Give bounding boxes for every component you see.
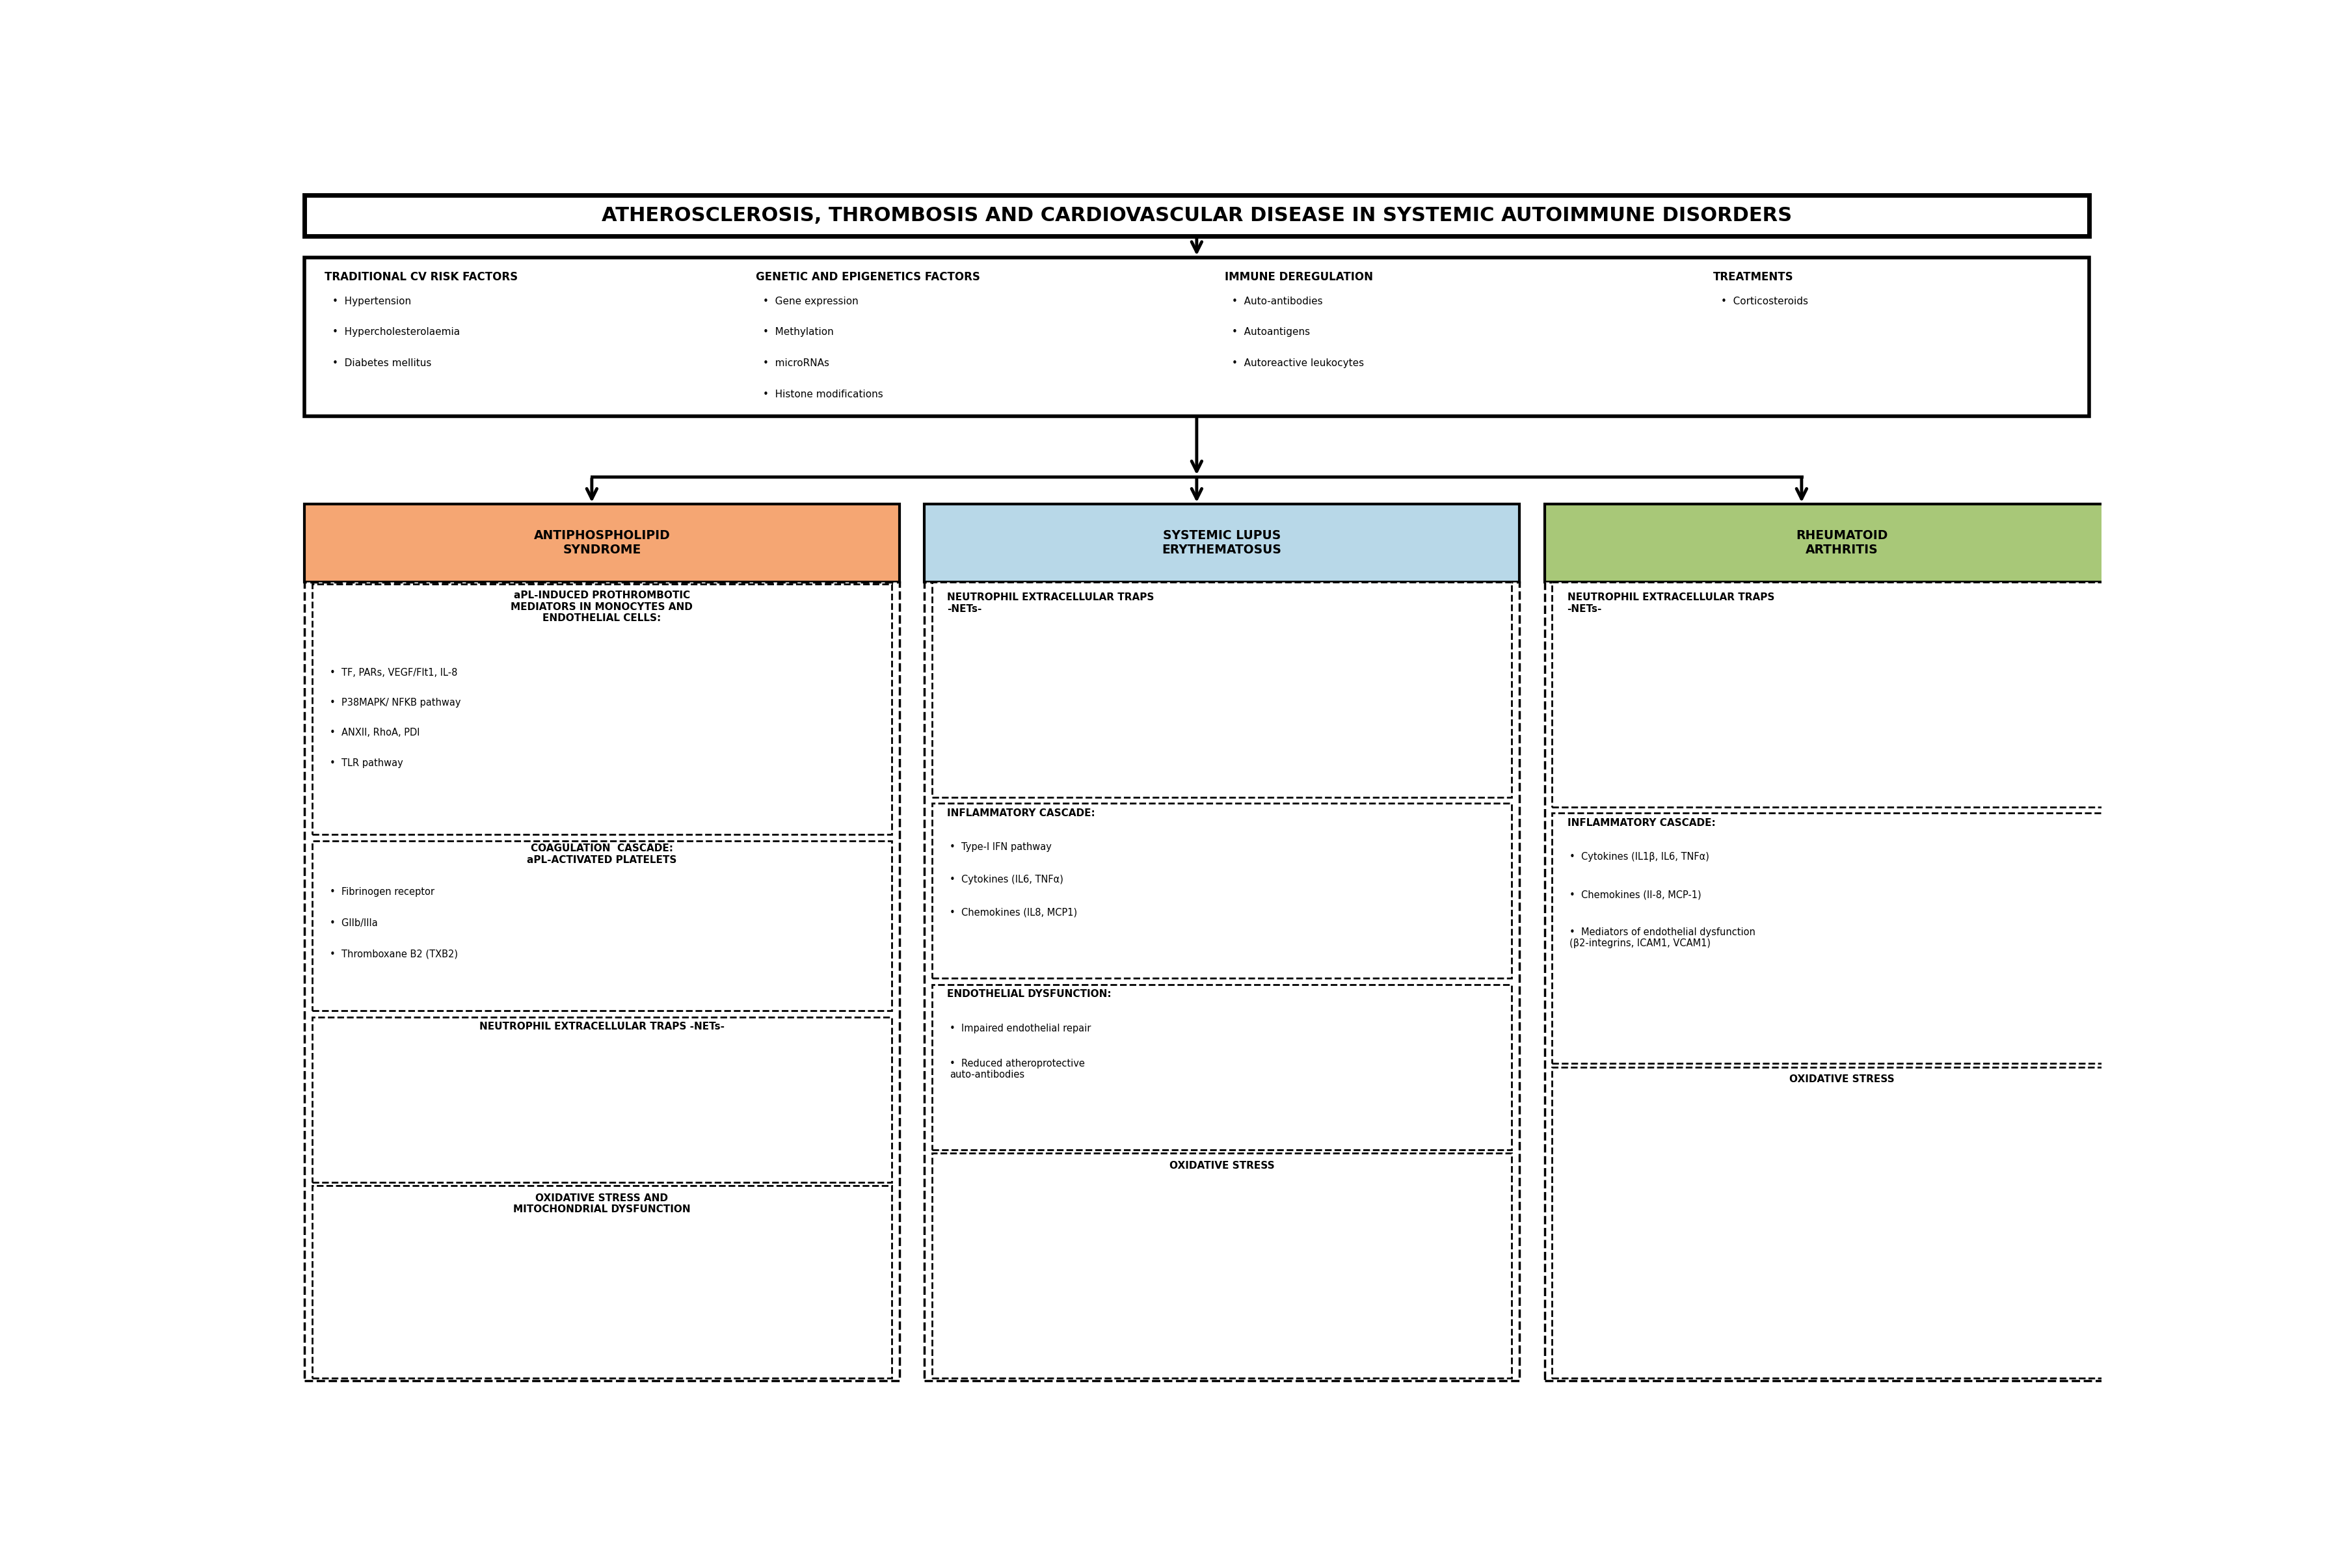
Text: •  Chemokines (IL8, MCP1): • Chemokines (IL8, MCP1) — [950, 908, 1076, 917]
Bar — [313, 585, 892, 834]
Text: SYSTEMIC LUPUS
ERYTHEMATOSUS: SYSTEMIC LUPUS ERYTHEMATOSUS — [1163, 530, 1282, 557]
Bar — [932, 582, 1511, 797]
Bar — [304, 505, 899, 582]
Bar — [932, 985, 1511, 1149]
Text: •  Corticosteroids: • Corticosteroids — [1721, 296, 1807, 306]
Bar — [1553, 814, 2132, 1063]
Bar — [932, 1152, 1511, 1378]
Text: INFLAMMATORY CASCADE:: INFLAMMATORY CASCADE: — [948, 808, 1095, 818]
Bar — [313, 840, 892, 1011]
Bar — [304, 257, 2090, 417]
Text: •  Gene expression: • Gene expression — [764, 296, 859, 306]
Text: •  Type-I IFN pathway: • Type-I IFN pathway — [950, 842, 1051, 851]
Bar — [925, 582, 1520, 1380]
Text: •  Autoreactive leukocytes: • Autoreactive leukocytes — [1233, 359, 1364, 368]
Text: OXIDATIVE STRESS AND
MITOCHONDRIAL DYSFUNCTION: OXIDATIVE STRESS AND MITOCHONDRIAL DYSFU… — [514, 1193, 691, 1214]
Text: •  Cytokines (IL1β, IL6, TNFα): • Cytokines (IL1β, IL6, TNFα) — [1569, 851, 1709, 862]
Text: •  Impaired endothelial repair: • Impaired endothelial repair — [950, 1024, 1090, 1033]
Bar — [1543, 505, 2139, 582]
Text: aPL-INDUCED PROTHROMBOTIC
MEDIATORS IN MONOCYTES AND
ENDOTHELIAL CELLS:: aPL-INDUCED PROTHROMBOTIC MEDIATORS IN M… — [511, 591, 693, 622]
Text: TRADITIONAL CV RISK FACTORS: TRADITIONAL CV RISK FACTORS — [325, 271, 518, 282]
Text: GENETIC AND EPIGENETICS FACTORS: GENETIC AND EPIGENETICS FACTORS — [757, 271, 981, 282]
Text: •  Hypertension: • Hypertension — [332, 296, 411, 306]
Text: ANTIPHOSPHOLIPID
SYNDROME: ANTIPHOSPHOLIPID SYNDROME — [535, 530, 670, 557]
Text: •  Reduced atheroprotective
auto-antibodies: • Reduced atheroprotective auto-antibodi… — [950, 1058, 1086, 1080]
Bar — [313, 1018, 892, 1182]
Text: •  Cytokines (IL6, TNFα): • Cytokines (IL6, TNFα) — [950, 875, 1062, 884]
Text: ATHEROSCLEROSIS, THROMBOSIS AND CARDIOVASCULAR DISEASE IN SYSTEMIC AUTOIMMUNE DI: ATHEROSCLEROSIS, THROMBOSIS AND CARDIOVA… — [602, 207, 1791, 226]
Text: NEUTROPHIL EXTRACELLULAR TRAPS
-NETs-: NEUTROPHIL EXTRACELLULAR TRAPS -NETs- — [1567, 593, 1775, 613]
Bar — [925, 505, 1520, 582]
Text: •  microRNAs: • microRNAs — [764, 359, 829, 368]
Text: •  P38MAPK/ NFKB pathway: • P38MAPK/ NFKB pathway — [329, 698, 460, 707]
Text: COAGULATION  CASCADE:
aPL-ACTIVATED PLATELETS: COAGULATION CASCADE: aPL-ACTIVATED PLATE… — [528, 844, 677, 864]
Text: •  TLR pathway: • TLR pathway — [329, 757, 404, 768]
Text: •  Chemokines (Il-8, MCP-1): • Chemokines (Il-8, MCP-1) — [1569, 889, 1702, 900]
Bar — [932, 803, 1511, 978]
Text: •  Thromboxane B2 (TXB2): • Thromboxane B2 (TXB2) — [329, 949, 458, 960]
Text: •  Histone modifications: • Histone modifications — [764, 389, 883, 400]
Bar — [304, 194, 2090, 237]
Bar — [1553, 1066, 2132, 1378]
Text: IMMUNE DEREGULATION: IMMUNE DEREGULATION — [1224, 271, 1373, 282]
Text: •  Autoantigens: • Autoantigens — [1233, 328, 1310, 337]
Text: ENDOTHELIAL DYSFUNCTION:: ENDOTHELIAL DYSFUNCTION: — [948, 989, 1111, 999]
Text: •  Mediators of endothelial dysfunction
(β2-integrins, ICAM1, VCAM1): • Mediators of endothelial dysfunction (… — [1569, 927, 1756, 949]
Bar — [1543, 582, 2139, 1380]
Text: RHEUMATOID
ARTHRITIS: RHEUMATOID ARTHRITIS — [1796, 530, 1889, 557]
Text: •  ANXII, RhoA, PDI: • ANXII, RhoA, PDI — [329, 728, 420, 739]
Bar — [304, 582, 899, 1380]
Text: OXIDATIVE STRESS: OXIDATIVE STRESS — [1170, 1160, 1275, 1170]
Text: NEUTROPHIL EXTRACELLULAR TRAPS -NETs-: NEUTROPHIL EXTRACELLULAR TRAPS -NETs- — [479, 1022, 724, 1032]
Text: •  Methylation: • Methylation — [764, 328, 834, 337]
Text: INFLAMMATORY CASCADE:: INFLAMMATORY CASCADE: — [1567, 818, 1716, 828]
Bar — [1553, 582, 2132, 808]
Text: •  TF, PARs, VEGF/Flt1, IL-8: • TF, PARs, VEGF/Flt1, IL-8 — [329, 668, 458, 677]
Text: •  Hypercholesterolaemia: • Hypercholesterolaemia — [332, 328, 460, 337]
Text: OXIDATIVE STRESS: OXIDATIVE STRESS — [1789, 1074, 1894, 1085]
Bar — [313, 1185, 892, 1378]
Text: •  Diabetes mellitus: • Diabetes mellitus — [332, 359, 432, 368]
Text: •  Fibrinogen receptor: • Fibrinogen receptor — [329, 887, 434, 897]
Text: TREATMENTS: TREATMENTS — [1714, 271, 1793, 282]
Text: •  GIIb/IIIa: • GIIb/IIIa — [329, 919, 378, 928]
Text: NEUTROPHIL EXTRACELLULAR TRAPS
-NETs-: NEUTROPHIL EXTRACELLULAR TRAPS -NETs- — [948, 593, 1153, 613]
Text: •  Auto-antibodies: • Auto-antibodies — [1233, 296, 1324, 306]
